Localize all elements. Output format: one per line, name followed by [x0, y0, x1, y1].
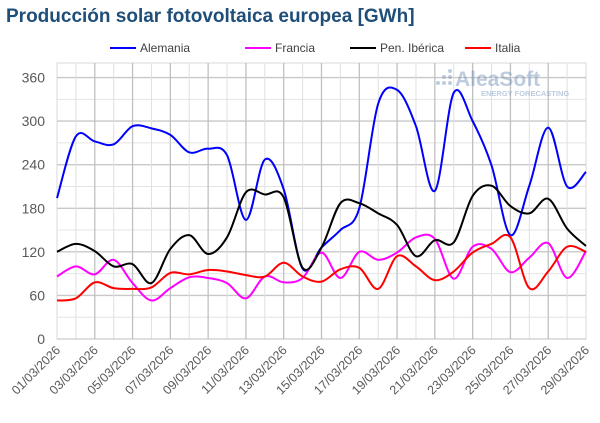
x-axis: 01/03/202603/03/202605/03/202607/03/2026… [9, 343, 592, 397]
logo-tagline: ENERGY FORECASTING [481, 89, 569, 98]
logo-brand: AleaSoft [455, 68, 540, 91]
y-tick-label: 360 [22, 70, 46, 86]
y-tick-label: 300 [22, 113, 46, 129]
legend-label: Francia [275, 41, 315, 55]
legend: Alemania Francia Pen. Ibérica Italia [110, 41, 521, 55]
legend-item: Italia [465, 41, 521, 55]
y-tick-label: 120 [22, 244, 46, 260]
y-tick-label: 60 [29, 287, 45, 303]
legend-label: Pen. Ibérica [380, 41, 444, 55]
legend-item: Pen. Ibérica [350, 41, 444, 55]
legend-item: Alemania [110, 41, 190, 55]
y-tick-label: 240 [22, 157, 46, 173]
legend-label: Italia [495, 41, 521, 55]
y-axis: 0 60 120 180 240 300 360 [22, 70, 46, 347]
legend-label: Alemania [140, 41, 190, 55]
aleasoft-logo: AleaSoft ENERGY FORECASTING [436, 68, 569, 98]
legend-item: Francia [245, 41, 315, 55]
chart-title: Producción solar fotovoltaica europea [G… [6, 6, 415, 27]
y-tick-label: 180 [22, 200, 46, 216]
y-tick-label: 0 [37, 331, 45, 347]
